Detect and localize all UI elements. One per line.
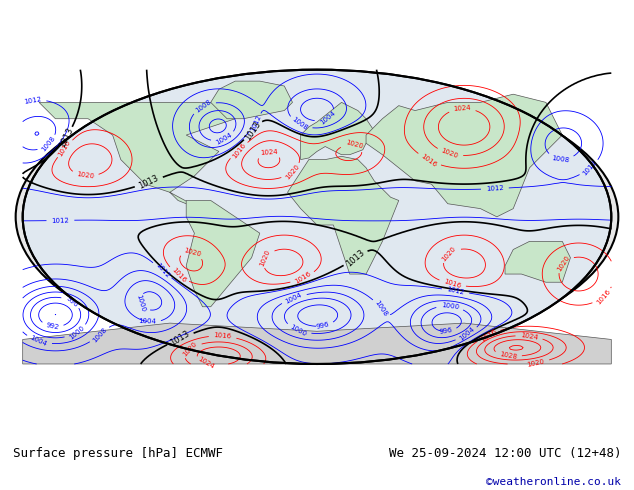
- Text: 1020: 1020: [344, 140, 363, 150]
- Text: 1016: 1016: [214, 332, 232, 340]
- Polygon shape: [505, 242, 571, 282]
- Text: 1013: 1013: [243, 119, 262, 142]
- Text: 1004: 1004: [319, 110, 337, 126]
- Text: 1012: 1012: [23, 96, 42, 105]
- Text: 1016: 1016: [231, 141, 247, 159]
- Text: 1004: 1004: [215, 132, 233, 146]
- Text: 1016: 1016: [170, 266, 187, 283]
- Text: 992: 992: [45, 322, 60, 331]
- Text: 1000: 1000: [441, 302, 460, 311]
- Polygon shape: [39, 102, 235, 204]
- Text: 1024: 1024: [520, 332, 538, 341]
- Text: 1016: 1016: [595, 288, 612, 305]
- Polygon shape: [23, 323, 611, 364]
- Text: ©weatheronline.co.uk: ©weatheronline.co.uk: [486, 477, 621, 487]
- Text: 1024: 1024: [259, 149, 278, 156]
- Text: 1020: 1020: [526, 358, 545, 368]
- Ellipse shape: [16, 77, 618, 357]
- Text: 1004: 1004: [138, 318, 157, 325]
- Text: 1004: 1004: [285, 292, 303, 305]
- Text: 1012: 1012: [446, 286, 465, 296]
- Text: Surface pressure [hPa] ECMWF: Surface pressure [hPa] ECMWF: [13, 447, 223, 460]
- Text: 1020: 1020: [284, 163, 301, 180]
- Text: 1024: 1024: [197, 356, 216, 370]
- Text: 1000: 1000: [68, 324, 86, 340]
- Polygon shape: [288, 156, 399, 274]
- Text: 1020: 1020: [556, 255, 571, 273]
- Text: 1004: 1004: [458, 326, 476, 342]
- Text: 1020: 1020: [259, 249, 271, 268]
- Text: 1020: 1020: [181, 341, 198, 358]
- Text: 1000: 1000: [136, 294, 146, 313]
- Text: 1028: 1028: [499, 351, 517, 360]
- Text: 1020: 1020: [441, 245, 457, 263]
- Text: 1012: 1012: [582, 159, 598, 177]
- Text: 1020: 1020: [183, 247, 202, 257]
- Text: 1008: 1008: [41, 135, 56, 152]
- Text: 1020: 1020: [440, 147, 459, 160]
- Text: 1016: 1016: [443, 278, 462, 290]
- Polygon shape: [366, 94, 562, 217]
- Text: 1016: 1016: [479, 328, 498, 343]
- Text: 1013: 1013: [169, 329, 191, 348]
- Text: 1016: 1016: [294, 271, 313, 285]
- Text: 1012: 1012: [51, 217, 69, 223]
- Text: 1013: 1013: [58, 125, 75, 148]
- Text: 1004: 1004: [29, 335, 48, 347]
- Text: 1008: 1008: [194, 99, 212, 114]
- Text: We 25-09-2024 12:00 UTC (12+48): We 25-09-2024 12:00 UTC (12+48): [389, 447, 621, 460]
- Text: 1012: 1012: [154, 262, 171, 279]
- Text: 1013: 1013: [138, 173, 160, 191]
- Text: 1008: 1008: [373, 299, 389, 317]
- Text: 1008: 1008: [290, 116, 309, 132]
- Text: 1012: 1012: [249, 113, 262, 132]
- Text: 1016: 1016: [420, 152, 438, 168]
- Text: 996: 996: [65, 295, 79, 308]
- Polygon shape: [301, 102, 382, 160]
- Text: 996: 996: [439, 327, 453, 335]
- Text: 1020: 1020: [75, 172, 94, 180]
- Text: 1008: 1008: [551, 154, 570, 163]
- Polygon shape: [186, 200, 260, 307]
- Text: 996: 996: [316, 321, 330, 330]
- Text: 1008: 1008: [91, 326, 108, 343]
- Ellipse shape: [23, 70, 611, 364]
- Text: 1024: 1024: [453, 105, 471, 112]
- Text: 1013: 1013: [345, 248, 366, 269]
- Polygon shape: [210, 81, 292, 119]
- Text: 1000: 1000: [289, 323, 307, 337]
- Text: 1012: 1012: [486, 185, 504, 192]
- Text: 1016: 1016: [58, 139, 72, 158]
